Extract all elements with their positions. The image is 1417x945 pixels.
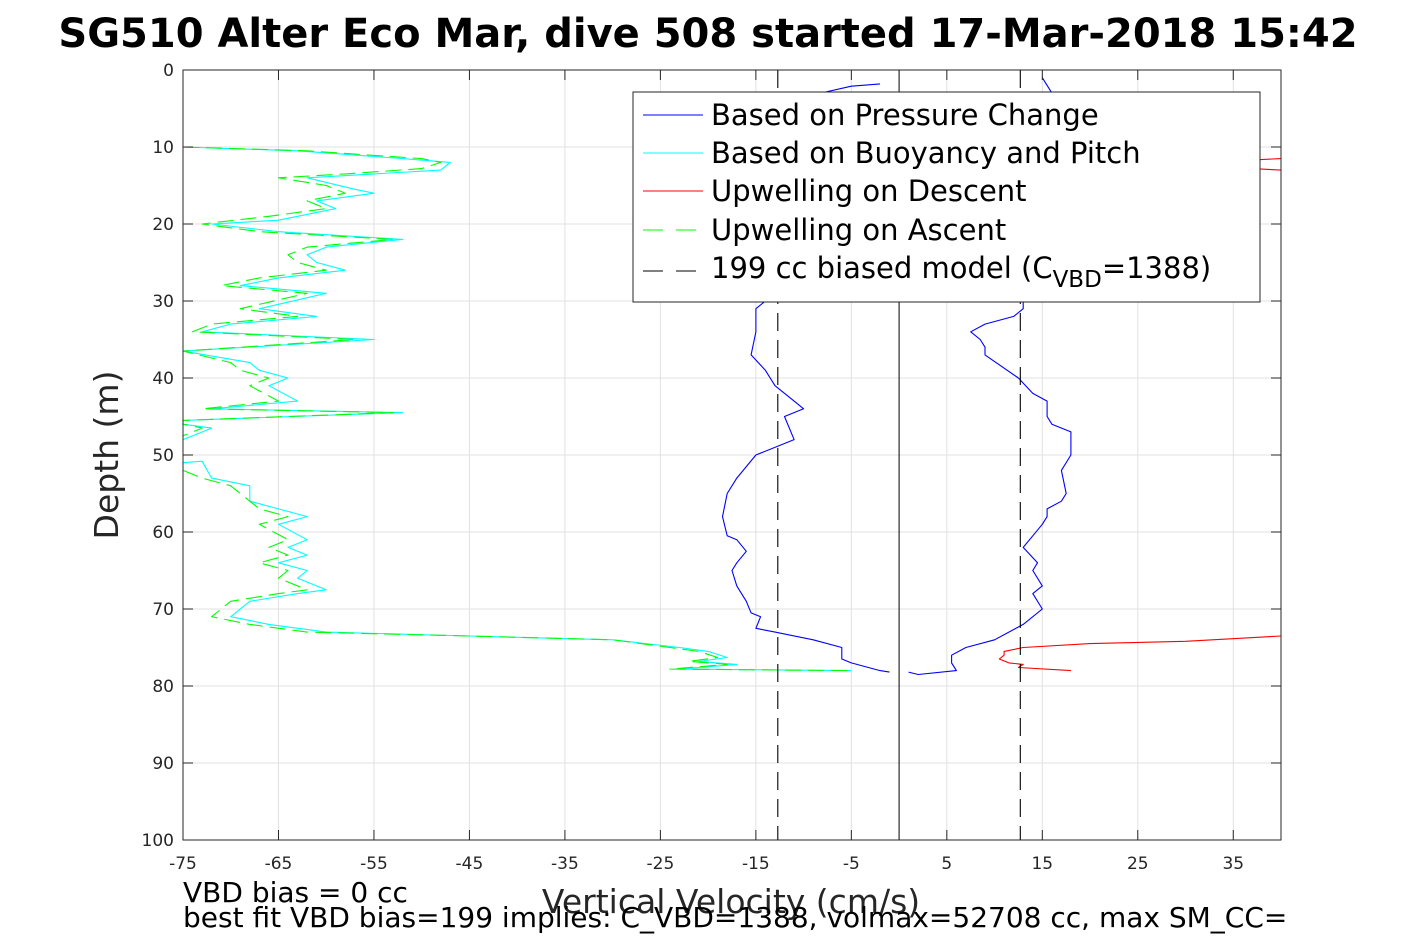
x-tick-label: -15: [742, 854, 770, 874]
x-tick-label: -5: [843, 854, 860, 874]
y-tick-label: 40: [152, 369, 174, 389]
legend-label-buoyancy: Based on Buoyancy and Pitch: [711, 136, 1141, 170]
legend-model-subscript: VBD: [1053, 267, 1102, 293]
x-tick-label: -65: [265, 854, 293, 874]
series-line-based-on-buoyancy-and-pitch: [182, 146, 451, 441]
series-line-based-on-buoyancy-and-pitch: [182, 460, 852, 672]
y-tick-label: 0: [163, 61, 174, 81]
x-tick-label: -75: [169, 854, 197, 874]
x-tick-label: 5: [941, 854, 952, 874]
chart-title: SG510 Alter Eco Mar, dive 508 started 17…: [58, 11, 1357, 57]
x-tick-label: -55: [360, 854, 388, 874]
legend-label-ascent: Upwelling on Ascent: [711, 213, 1006, 247]
x-tick-label: 15: [1031, 854, 1053, 874]
y-tick-label: 80: [152, 677, 174, 697]
y-tick-label: 30: [152, 292, 174, 312]
x-tick-label: -45: [456, 854, 484, 874]
series-line-upwelling-on-ascent: [182, 146, 442, 437]
legend-label-pressure: Based on Pressure Change: [711, 98, 1099, 132]
y-axis-label: Depth (m): [87, 371, 126, 540]
x-tick-label: -25: [647, 854, 675, 874]
y-tick-label: 10: [152, 138, 174, 158]
series-line-upwelling-on-descent: [998, 635, 1282, 672]
tick-layer: -75 -65 -55 -45 -35 -25 -15 -5 5 15 25 350102030405…: [142, 61, 1281, 874]
annotation-best-fit: best fit VBD bias=199 implies: C_VBD=138…: [183, 901, 1287, 934]
legend-model-prefix: 199 cc biased model (C: [711, 251, 1053, 285]
y-tick-label: 100: [142, 831, 174, 851]
legend-label-descent: Upwelling on Descent: [711, 174, 1027, 208]
legend: Based on Pressure Change Based on Buoyan…: [632, 91, 1261, 303]
legend-model-suffix: =1388): [1102, 251, 1211, 285]
x-axis-label: Vertical Velocity (cm/s): [542, 882, 920, 921]
series-line-upwelling-on-ascent: [182, 469, 852, 672]
y-tick-label: 60: [152, 523, 174, 543]
legend-box: [632, 91, 1261, 303]
x-tick-label: -35: [551, 854, 579, 874]
x-tick-label: 35: [1222, 854, 1244, 874]
y-tick-label: 20: [152, 215, 174, 235]
y-tick-label: 90: [152, 754, 174, 774]
y-tick-label: 50: [152, 446, 174, 466]
x-tick-label: 25: [1127, 854, 1149, 874]
y-tick-label: 70: [152, 600, 174, 620]
annotation-vbd-bias: VBD bias = 0 cc: [183, 876, 408, 909]
legend-label-model: 199 cc biased model (CVBD=1388): [711, 251, 1211, 293]
